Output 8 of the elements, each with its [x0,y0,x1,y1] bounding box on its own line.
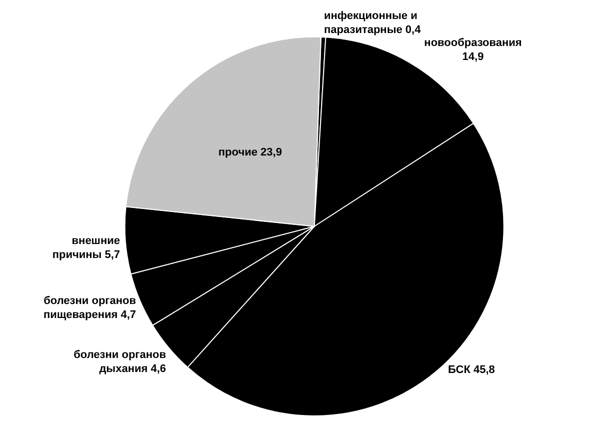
slice-label: БСК 45,8 [448,364,495,376]
slice-label: болезни органов пищеварения 4,7 [43,295,136,321]
slice-label: болезни органов дыхания 4,6 [74,349,166,375]
slice-label: новообразования [424,37,522,49]
slice-label: внешние причины 5,7 [52,235,120,261]
slice-label: прочие 23,9 [218,146,282,159]
data-label: 14,9 [462,51,484,63]
slice-label: инфекционные и паразитарные 0,4 [324,10,422,36]
